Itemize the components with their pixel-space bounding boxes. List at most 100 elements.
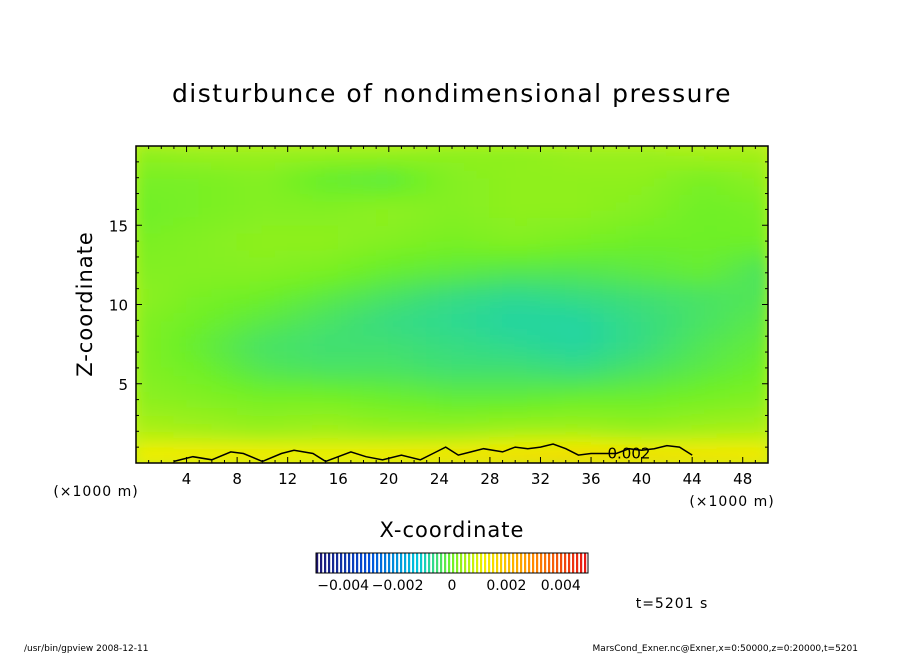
- field-cell: [325, 399, 339, 409]
- field-cell: [350, 200, 365, 210]
- field-cell: [136, 161, 150, 171]
- field-cell: [136, 422, 150, 432]
- field-cell: [388, 272, 402, 282]
- field-cell: [666, 351, 681, 361]
- field-cell: [173, 200, 188, 210]
- field-cell: [299, 240, 314, 250]
- field-cell: [274, 383, 289, 393]
- field-cell: [274, 232, 289, 242]
- field-cell: [160, 304, 175, 313]
- field-cell: [337, 414, 352, 424]
- field-cell: [261, 185, 276, 195]
- field-cell: [666, 208, 681, 218]
- field-cell: [261, 375, 276, 385]
- field-cell: [451, 193, 466, 202]
- field-cell: [716, 177, 731, 187]
- field-cell: [653, 161, 668, 171]
- field-cell: [666, 438, 681, 448]
- field-cell: [249, 288, 263, 298]
- field-cell: [603, 248, 617, 258]
- field-cell: [363, 375, 377, 385]
- field-cell: [249, 343, 263, 353]
- field-cell: [514, 185, 529, 195]
- field-cell: [729, 240, 744, 250]
- field-cell: [464, 288, 478, 298]
- field-cell: [514, 169, 529, 179]
- field-cell: [666, 216, 681, 226]
- field-cell: [653, 454, 668, 463]
- field-cell: [274, 193, 289, 202]
- field-cell: [451, 391, 466, 401]
- field-cell: [136, 280, 150, 290]
- field-cell: [211, 256, 225, 266]
- field-cell: [186, 264, 200, 274]
- field-cell: [426, 161, 440, 171]
- field-cell: [704, 177, 718, 187]
- x-tick-label: 28: [480, 470, 499, 488]
- field-cell: [476, 200, 491, 210]
- field-cell: [211, 240, 225, 250]
- field-cell: [413, 153, 428, 163]
- field-cell: [489, 177, 504, 187]
- field-cell: [388, 288, 402, 298]
- field-cell: [451, 169, 466, 179]
- field-cell: [502, 272, 516, 282]
- field-cell: [426, 240, 440, 250]
- field-cell: [426, 153, 440, 163]
- field-cell: [375, 422, 390, 432]
- field-cell: [565, 383, 579, 393]
- y-axis-label: Z-coordinate: [73, 231, 97, 377]
- field-cell: [198, 177, 213, 187]
- field-cell: [489, 430, 504, 440]
- field-cell: [426, 446, 440, 456]
- field-cell: [577, 359, 592, 369]
- field-cell: [337, 216, 352, 226]
- field-cell: [641, 161, 655, 171]
- field-cell: [476, 208, 491, 218]
- field-cell: [742, 146, 756, 155]
- field-cell: [565, 146, 579, 155]
- field-cell: [476, 399, 491, 409]
- field-cell: [312, 177, 327, 187]
- field-cell: [539, 288, 554, 298]
- field-cell: [148, 208, 162, 218]
- field-cell: [502, 391, 516, 401]
- field-cell: [223, 161, 238, 171]
- field-cell: [211, 335, 225, 345]
- field-cell: [413, 185, 428, 195]
- field-cell: [615, 367, 630, 377]
- field-cell: [148, 169, 162, 179]
- field-cell: [413, 383, 428, 393]
- field-cell: [438, 264, 453, 274]
- field-cell: [464, 391, 478, 401]
- field-cell: [476, 367, 491, 377]
- field-cell: [729, 399, 744, 409]
- field-cell: [679, 169, 693, 179]
- field-cell: [679, 319, 693, 329]
- field-cell: [236, 319, 251, 329]
- field-cell: [388, 375, 402, 385]
- field-cell: [590, 161, 605, 171]
- field-cell: [236, 256, 251, 266]
- field-cell: [539, 446, 554, 456]
- field-cell: [666, 399, 681, 409]
- field-cell: [628, 304, 643, 313]
- field-cell: [299, 232, 314, 242]
- field-cell: [363, 399, 377, 409]
- field-cell: [628, 224, 643, 234]
- field-cell: [148, 272, 162, 282]
- field-cell: [641, 430, 655, 440]
- field-cell: [299, 256, 314, 266]
- field-cell: [173, 430, 188, 440]
- field-cell: [299, 216, 314, 226]
- field-cell: [451, 430, 466, 440]
- field-cell: [261, 248, 276, 258]
- field-cell: [451, 304, 466, 313]
- field-cell: [186, 224, 200, 234]
- field-cell: [729, 232, 744, 242]
- field-cell: [426, 208, 440, 218]
- field-cell: [603, 319, 617, 329]
- field-cell: [413, 399, 428, 409]
- field-cell: [729, 304, 744, 313]
- field-cell: [565, 224, 579, 234]
